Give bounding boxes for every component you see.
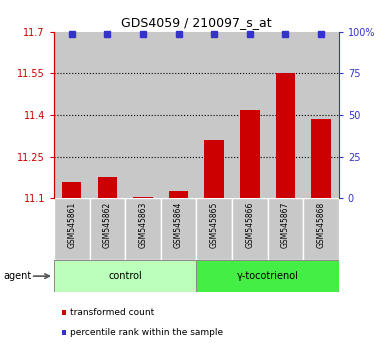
Text: GSM545868: GSM545868 xyxy=(316,201,325,247)
Bar xyxy=(54,198,90,260)
Bar xyxy=(90,198,125,260)
Title: GDS4059 / 210097_s_at: GDS4059 / 210097_s_at xyxy=(121,16,272,29)
Text: γ-tocotrienol: γ-tocotrienol xyxy=(237,271,298,281)
Bar xyxy=(54,32,90,198)
Bar xyxy=(303,198,339,260)
Bar xyxy=(232,198,268,260)
Bar xyxy=(240,109,259,198)
Bar xyxy=(133,197,153,198)
Bar xyxy=(303,32,339,198)
Bar xyxy=(268,32,303,198)
Bar xyxy=(204,140,224,198)
Bar xyxy=(125,32,161,198)
Bar xyxy=(268,198,303,260)
Bar xyxy=(161,32,196,198)
Text: percentile rank within the sample: percentile rank within the sample xyxy=(70,327,223,337)
Bar xyxy=(169,191,188,198)
Text: GSM545864: GSM545864 xyxy=(174,201,183,248)
Bar xyxy=(276,73,295,198)
Text: GSM545862: GSM545862 xyxy=(103,201,112,247)
Text: GSM545865: GSM545865 xyxy=(210,201,219,248)
Bar xyxy=(311,119,331,198)
Bar xyxy=(90,32,125,198)
Bar xyxy=(196,32,232,198)
Bar xyxy=(196,260,339,292)
Text: GSM545863: GSM545863 xyxy=(139,201,147,248)
Text: GSM545867: GSM545867 xyxy=(281,201,290,248)
Text: control: control xyxy=(108,271,142,281)
Bar xyxy=(161,198,196,260)
Bar xyxy=(125,198,161,260)
Bar xyxy=(97,177,117,198)
Text: GSM545866: GSM545866 xyxy=(245,201,254,248)
Bar xyxy=(232,32,268,198)
Bar xyxy=(62,182,82,198)
Text: GSM545861: GSM545861 xyxy=(67,201,76,247)
Text: transformed count: transformed count xyxy=(70,308,154,317)
Bar xyxy=(54,260,196,292)
Bar xyxy=(196,198,232,260)
Text: agent: agent xyxy=(4,271,32,281)
